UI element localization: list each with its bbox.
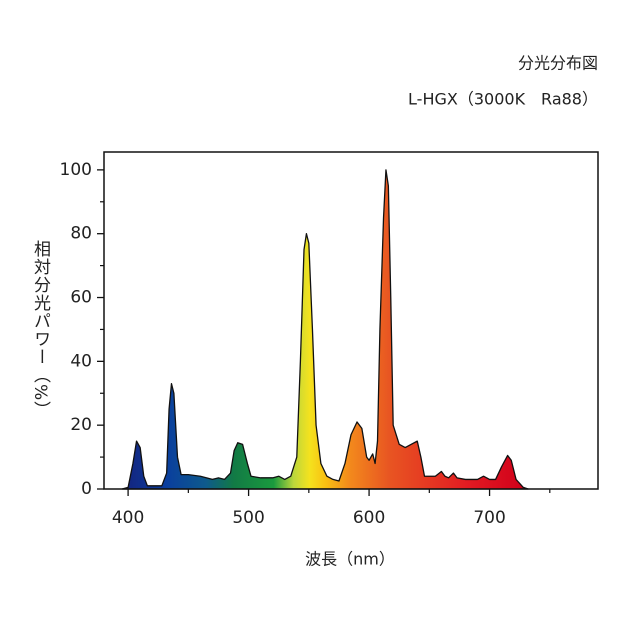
y-tick-label: 60 (70, 288, 92, 308)
y-tick-label: 40 (70, 351, 92, 371)
y-tick-label: 80 (70, 224, 92, 244)
y-tick-label: 20 (70, 415, 92, 435)
y-axis-label: 相対分光パワー（%） (30, 240, 50, 420)
x-tick-label: 700 (473, 508, 505, 528)
chart-title: 分光分布図 (518, 54, 598, 73)
plot-frame (103, 151, 599, 490)
x-tick-label: 400 (112, 508, 144, 528)
x-axis-label: 波長（nm） (305, 550, 395, 569)
x-tick-label: 500 (232, 508, 264, 528)
y-tick-label: 0 (81, 479, 92, 499)
chart-subtitle: L-HGX（3000K Ra88） (408, 90, 598, 109)
y-tick-label: 100 (60, 160, 92, 180)
spectrum-area (121, 169, 529, 490)
x-tick-label: 600 (353, 508, 385, 528)
